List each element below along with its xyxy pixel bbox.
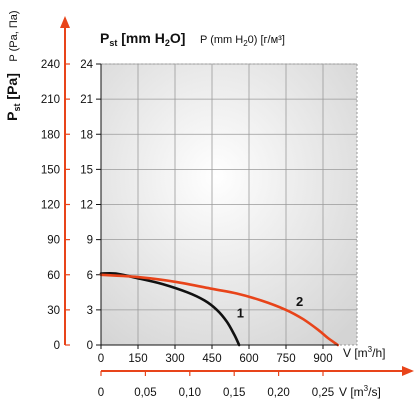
x-tick-label-m3s: 0,25 [312, 387, 334, 399]
y-tick-label-pa: 240 [41, 59, 60, 71]
x-tick-label-m3s: 0,20 [267, 387, 289, 399]
x-tick-label-m3h: 900 [313, 353, 332, 365]
y-tick-label-mm: 18 [80, 129, 93, 141]
x-tick-label-m3h: 750 [276, 353, 295, 365]
y-tick-label-pa: 150 [41, 164, 60, 176]
y-axis-arrow-icon [60, 16, 70, 28]
y-tick-label-mm: 9 [87, 235, 93, 247]
y-tick-label-pa: 60 [47, 270, 60, 282]
x-tick-label-m3s: 0,10 [179, 387, 201, 399]
grid [65, 63, 358, 376]
x-tick-label-m3h: 300 [165, 353, 184, 365]
y-tick-label-pa: 180 [41, 129, 60, 141]
y-tick-label-mm: 12 [80, 200, 93, 212]
y-tick-label-pa: 0 [54, 340, 60, 352]
y-tick-label-pa: 30 [47, 305, 60, 317]
y-tick-label-pa: 90 [47, 235, 60, 247]
y-tick-label-pa: 120 [41, 200, 60, 212]
curves: 12 [99, 271, 340, 347]
header-bold: Pst [mm H2O] [100, 30, 185, 48]
y-tick-label-mm: 24 [80, 59, 93, 71]
y-tick-label-mm: 0 [87, 340, 93, 352]
y-tick-label-mm: 15 [80, 164, 93, 176]
x-tick-label-m3h: 0 [98, 353, 104, 365]
y-tick-label-pa: 210 [41, 94, 60, 106]
curve-label-2: 2 [296, 294, 303, 309]
x-unit-primary: V [m3/h] [343, 345, 385, 360]
curve-2 [99, 273, 340, 347]
x-tick-label-m3h: 150 [128, 353, 147, 365]
y-axis-left-label: Pst [Pa] [4, 73, 22, 121]
x-tick-label-m3s: 0,15 [223, 387, 245, 399]
y-tick-label-mm: 3 [87, 305, 93, 317]
x-tick-label-m3s: 0,05 [134, 387, 156, 399]
x-axis-arrow-icon [402, 366, 414, 376]
x-tick-label-m3s: 0 [98, 387, 104, 399]
y-tick-label-mm: 21 [80, 94, 93, 106]
x-tick-label-m3h: 600 [239, 353, 258, 365]
x-unit-secondary: V [m3/s] [339, 384, 381, 399]
curve-label-1: 1 [237, 306, 244, 321]
y-tick-label-mm: 6 [87, 270, 93, 282]
header-normal: P (mm H20) [г/м³] [200, 34, 285, 48]
y-axis-inner-title: P (Pa, Па) [8, 10, 20, 61]
x-tick-label-m3h: 450 [202, 353, 221, 365]
